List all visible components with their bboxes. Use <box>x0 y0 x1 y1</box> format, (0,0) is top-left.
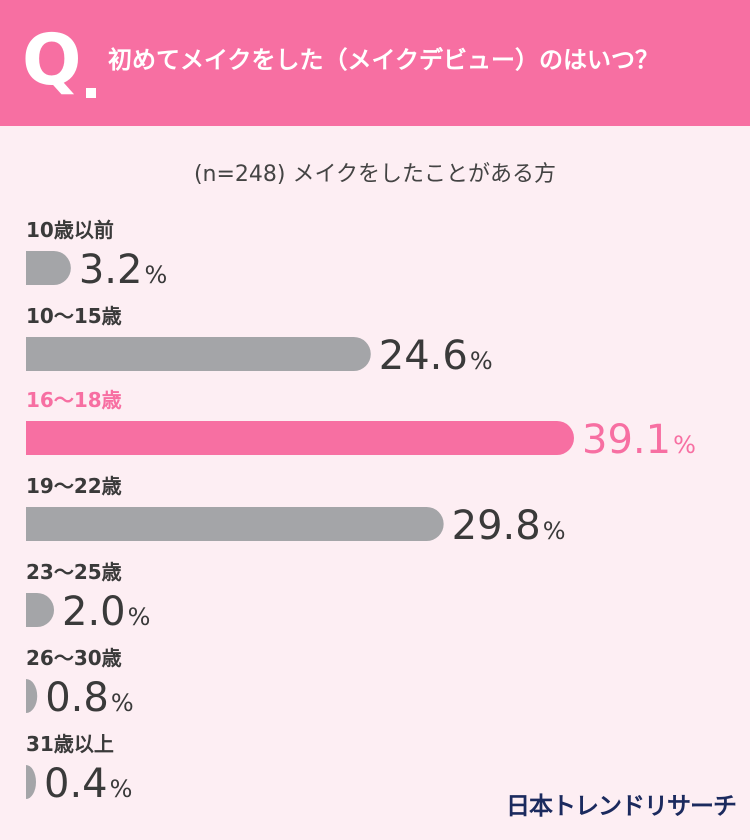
category-label: 16〜18歳 <box>26 388 122 412</box>
value-label: 0.4% <box>44 761 132 807</box>
bar <box>26 507 444 541</box>
category-label: 10〜15歳 <box>26 304 122 328</box>
value-label: 3.2% <box>79 247 167 293</box>
value-label: 39.1% <box>582 417 696 463</box>
value-label: 29.8% <box>452 503 566 549</box>
category-label: 10歳以前 <box>26 218 114 242</box>
category-label: 23〜25歳 <box>26 560 122 584</box>
question-text: 初めてメイクをした（メイクデビュー）のはいつ？ <box>108 46 660 74</box>
category-label: 26〜30歳 <box>26 646 122 670</box>
category-label: 31歳以上 <box>26 732 114 756</box>
bar <box>26 421 574 455</box>
bar <box>26 593 55 627</box>
header-banner: Q 初めてメイクをした（メイクデビュー）のはいつ？ <box>0 0 750 126</box>
sample-size-label: (n=248) メイクをしたことがある方 <box>193 162 557 187</box>
value-label: 2.0% <box>62 589 150 635</box>
bar <box>26 679 38 713</box>
question-mark-q: Q <box>22 19 82 101</box>
bar <box>26 251 71 285</box>
value-label: 24.6% <box>379 333 493 379</box>
category-label: 19〜22歳 <box>26 474 122 498</box>
q-dot-icon <box>86 88 96 98</box>
value-label: 0.8% <box>45 675 133 721</box>
brand-logo: 日本トレンドリサーチ <box>506 792 737 820</box>
bar <box>26 765 36 799</box>
bar <box>26 337 371 371</box>
